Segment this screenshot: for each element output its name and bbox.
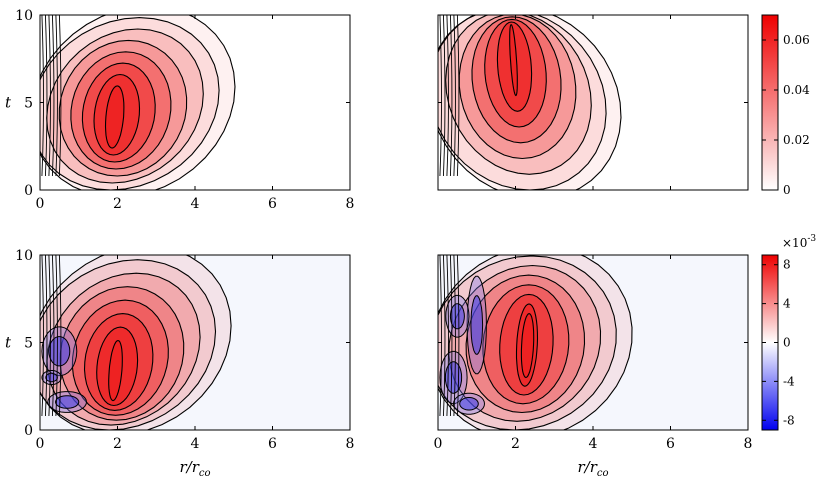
contour-field (40, 15, 350, 190)
near-axis-contour-3 (51, 15, 55, 177)
near-axis-contour-5 (58, 15, 62, 177)
y-tick-label: 0 (24, 423, 33, 439)
contour-band-7 (104, 85, 125, 149)
y-axis-label: t (5, 334, 12, 352)
near-axis-contour-4 (453, 255, 456, 417)
near-axis-contour-5 (456, 255, 460, 417)
near-axis-contour-1 (44, 255, 48, 417)
x-tick-label: 4 (589, 436, 598, 452)
y-axis-label: t (5, 94, 12, 112)
contour-field (438, 15, 748, 190)
contour-band-7 (108, 340, 123, 402)
near-axis-contour-3 (449, 255, 453, 417)
contour-band-7 (509, 23, 518, 97)
y-tick-label: 0 (24, 183, 33, 199)
contour-band-7 (520, 312, 535, 379)
near-axis-contour-0 (41, 15, 44, 177)
negative-region-2-1 (449, 303, 465, 330)
panel-bottom-left: 0 2 4 6 8 0 5 10 t r/rco (5, 248, 355, 479)
x-axis-label: r/rco (179, 458, 210, 479)
negative-region-3-1 (459, 397, 479, 411)
colorbar-tick-label: 4 (783, 297, 791, 311)
near-axis-contour-2 (48, 255, 51, 417)
colorbar-bottom: -8 -4 0 4 8 ×10-3 (761, 234, 816, 431)
x-tick-label: 2 (113, 436, 122, 452)
y-tick-label: 10 (15, 8, 33, 24)
near-axis-contour-4 (55, 15, 58, 177)
near-axis-contour-1 (44, 15, 48, 177)
negative-region-2-1 (45, 372, 58, 383)
near-axis-contour-0 (41, 255, 44, 417)
near-axis-contour-4 (55, 255, 58, 417)
colorbar-tick-label: 0.02 (783, 133, 810, 147)
near-axis-contour-1 (442, 15, 446, 177)
x-tick-label: 8 (346, 196, 355, 212)
negative-region-1-1 (470, 295, 484, 355)
x-tick-label: 6 (268, 196, 277, 212)
x-tick-label: 8 (346, 436, 355, 452)
x-tick-label: 0 (36, 196, 45, 212)
x-tick-label: 2 (113, 196, 122, 212)
contour-field (438, 255, 748, 430)
near-axis-contour-3 (449, 15, 453, 177)
colorbar-top: 0 0.02 0.04 0.06 (761, 14, 810, 197)
contour-band-0 (438, 15, 622, 190)
negative-region-1-1 (54, 395, 80, 409)
x-tick-label: 4 (191, 196, 200, 212)
colorbar-tick-label: 0 (783, 183, 791, 197)
near-axis-contour-4 (453, 15, 456, 177)
y-tick-label: 5 (24, 96, 33, 112)
y-tick-label: 5 (24, 336, 33, 352)
colorbar-tick-label: 0.04 (783, 83, 810, 97)
near-axis-contour-0 (439, 255, 442, 417)
negative-region-0-1 (48, 336, 71, 367)
panel-top-left: 0 2 4 6 8 0 5 10 t (5, 8, 355, 212)
near-axis-contour-5 (58, 255, 62, 417)
near-axis-contour-2 (446, 255, 449, 417)
x-tick-label: 6 (666, 436, 675, 452)
colorbar-tick-label: 0 (783, 336, 791, 350)
x-tick-label: 8 (744, 436, 753, 452)
negative-region-0-1 (444, 361, 463, 394)
near-axis-contour-1 (442, 255, 446, 417)
colorbar-top-gradient (761, 14, 779, 191)
panel-bottom-right: 0 2 4 6 8 r/rco (434, 254, 753, 479)
near-axis-contour-5 (456, 15, 460, 177)
x-tick-label: 2 (511, 436, 520, 452)
x-tick-label: 0 (36, 436, 45, 452)
x-tick-label: 0 (434, 436, 443, 452)
colorbar-tick-label: -4 (783, 374, 795, 388)
contour-field (40, 255, 350, 430)
panel-top-right (437, 14, 749, 191)
x-tick-label: 4 (191, 436, 200, 452)
y-tick-label: 10 (15, 248, 33, 264)
x-axis-label: r/rco (577, 458, 608, 479)
colorbar-tick-label: 0.06 (783, 33, 810, 47)
colorbar-multiplier: ×10-3 (782, 234, 816, 250)
colorbar-tick-label: 8 (783, 258, 791, 272)
near-axis-contour-3 (51, 255, 55, 417)
near-axis-contour-2 (446, 15, 449, 177)
near-axis-contour-0 (439, 15, 442, 177)
x-tick-label: 6 (268, 436, 277, 452)
near-axis-contour-2 (48, 15, 51, 177)
colorbar-tick-label: -8 (783, 413, 795, 427)
